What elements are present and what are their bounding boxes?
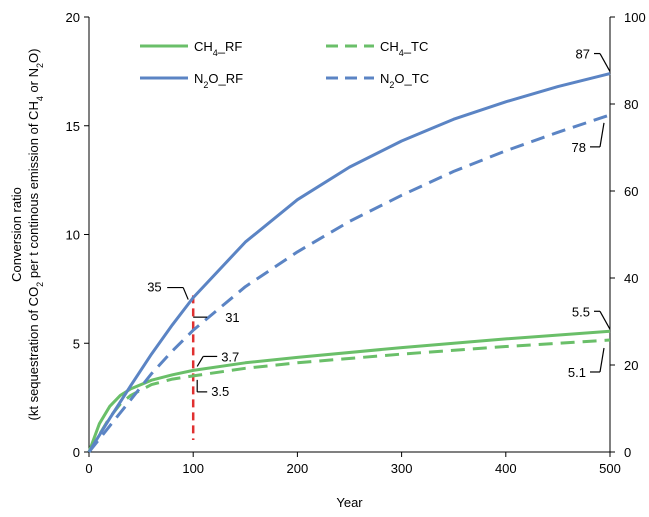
series-line-n2o-rf bbox=[87, 72, 611, 453]
annotation-leader bbox=[599, 53, 611, 72]
annotation-leader bbox=[599, 122, 605, 147]
annotation-label: 87 bbox=[576, 47, 590, 62]
annotation-label: 5.5 bbox=[572, 304, 590, 319]
y-tick-label: 0 bbox=[73, 445, 80, 460]
y2-tick-label: 60 bbox=[624, 184, 638, 199]
y-tick-label: 10 bbox=[66, 228, 80, 243]
series-line-n2o-tc bbox=[87, 113, 611, 453]
series-line-ch4-tc bbox=[87, 338, 611, 453]
y-axis-subtitle: (kt sequestration of CO2 per t continous… bbox=[26, 49, 45, 421]
y2-tick-label: 0 bbox=[624, 445, 631, 460]
y-tick-label: 15 bbox=[66, 119, 80, 134]
annotation-label: 3.5 bbox=[211, 384, 229, 399]
legend-label: CH4_TC bbox=[380, 39, 428, 58]
legend-label: N2O_RF bbox=[194, 71, 243, 90]
x-axis-title: Year bbox=[336, 495, 363, 510]
legend-label: CH4_RF bbox=[194, 39, 242, 58]
y2-tick-label: 100 bbox=[624, 10, 646, 25]
annotation-label: 3.7 bbox=[221, 349, 239, 364]
y-tick-label: 20 bbox=[66, 10, 80, 25]
x-tick-label: 200 bbox=[287, 461, 309, 476]
x-tick-label: 0 bbox=[85, 461, 92, 476]
y-tick-label: 5 bbox=[73, 336, 80, 351]
y2-tick-label: 80 bbox=[624, 97, 638, 112]
annotation-label: 5.1 bbox=[568, 365, 586, 380]
annotation-label: 78 bbox=[572, 140, 586, 155]
annotation-label: 31 bbox=[225, 310, 239, 325]
x-tick-label: 300 bbox=[391, 461, 413, 476]
x-tick-label: 100 bbox=[182, 461, 204, 476]
legend-label: N2O_TC bbox=[380, 71, 429, 90]
series-line-ch4-rf bbox=[87, 329, 611, 453]
annotation-leader bbox=[599, 347, 605, 373]
y2-tick-label: 40 bbox=[624, 271, 638, 286]
y-axis-title: Conversion ratio bbox=[9, 187, 24, 282]
annotation-label: 35 bbox=[147, 280, 161, 295]
y2-tick-label: 20 bbox=[624, 358, 638, 373]
x-tick-label: 500 bbox=[599, 461, 621, 476]
annotation-leader bbox=[599, 310, 611, 330]
annotation-leader bbox=[196, 356, 204, 367]
annotation-leader bbox=[182, 287, 189, 300]
x-tick-label: 400 bbox=[495, 461, 517, 476]
